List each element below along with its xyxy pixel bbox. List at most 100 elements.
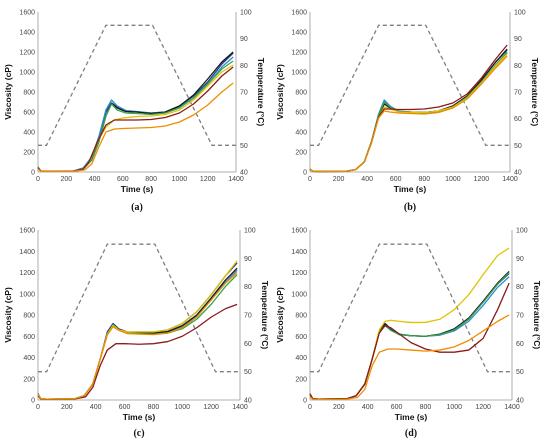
y2-tick-label: 90 xyxy=(240,36,248,43)
x-tick-label: 400 xyxy=(90,404,102,411)
x-tick-label: 1000 xyxy=(172,176,188,183)
y2-tick-label: 50 xyxy=(244,369,252,376)
viscosity-series-line-3 xyxy=(309,48,508,173)
y2-tick-label: 100 xyxy=(516,228,528,235)
x-tick-label: 0 xyxy=(36,176,40,183)
x-tick-label: 800 xyxy=(148,404,160,411)
y2-tick-label: 70 xyxy=(240,90,248,97)
y-tick-label: 1400 xyxy=(291,30,307,37)
y-tick-label: 200 xyxy=(295,150,307,157)
chart-panel-1: 0200400600800100012001400160040506070809… xyxy=(3,10,266,214)
y-tick-label: 800 xyxy=(23,313,35,320)
viscosity-series-line-5 xyxy=(37,64,234,173)
y-tick-label: 1200 xyxy=(19,270,35,277)
x-tick-label: 1200 xyxy=(475,404,491,411)
chart-panel-2: 0200400600800100012001400160040506070809… xyxy=(275,10,540,214)
y-tick-label: 400 xyxy=(295,355,307,362)
x-tick-label: 1200 xyxy=(200,176,216,183)
x-tick-label: 1400 xyxy=(502,176,518,183)
x-tick-label: 200 xyxy=(333,176,345,183)
y-tick-label: 1400 xyxy=(291,249,307,256)
y2-tick-label: 50 xyxy=(240,143,248,150)
panel-label: (d) xyxy=(405,428,417,439)
y2-tick-label: 60 xyxy=(244,341,252,348)
temperature-profile-line xyxy=(38,243,240,373)
x-tick-label: 600 xyxy=(117,176,129,183)
y2-tick-label: 80 xyxy=(240,63,248,70)
x-tick-label: 1000 xyxy=(446,404,462,411)
y-tick-label: 800 xyxy=(23,90,35,97)
x-axis-label: Time (s) xyxy=(395,412,428,422)
x-tick-label: 200 xyxy=(61,404,73,411)
y-tick-label: 400 xyxy=(23,355,35,362)
x-tick-label: 1000 xyxy=(174,404,190,411)
viscosity-series-line-3 xyxy=(37,51,234,173)
x-axis-label: Time (s) xyxy=(123,412,156,422)
y-tick-label: 600 xyxy=(23,110,35,117)
chart-panel-3: 0200400600800100012001400160040506070809… xyxy=(3,228,270,440)
x-tick-label: 400 xyxy=(361,176,373,183)
viscosity-series-line-1 xyxy=(37,262,238,400)
y2-tick-label: 50 xyxy=(514,143,522,150)
y2-axis-label: Temperature (°C) xyxy=(256,58,266,127)
viscosity-series-line-6 xyxy=(309,44,508,173)
y2-tick-label: 70 xyxy=(244,313,252,320)
x-tick-label: 600 xyxy=(390,176,402,183)
y-tick-label: 1200 xyxy=(19,50,35,57)
y-tick-label: 200 xyxy=(23,376,35,383)
y-tick-label: 1200 xyxy=(291,50,307,57)
y2-tick-label: 100 xyxy=(240,10,252,17)
y-tick-label: 1000 xyxy=(19,291,35,298)
y-tick-label: 800 xyxy=(295,313,307,320)
y2-tick-label: 90 xyxy=(244,256,252,263)
y-tick-label: 1000 xyxy=(291,70,307,77)
chart-panel-4: 0200400600800100012001400160040506070809… xyxy=(275,228,542,440)
viscosity-series-line-2 xyxy=(309,276,510,400)
y-tick-label: 400 xyxy=(295,130,307,137)
y-tick-label: 600 xyxy=(23,334,35,341)
panel-label: (b) xyxy=(404,202,416,213)
y-tick-label: 1000 xyxy=(291,291,307,298)
y-tick-label: 400 xyxy=(23,130,35,137)
y2-tick-label: 40 xyxy=(244,398,252,405)
y2-tick-label: 80 xyxy=(244,284,252,291)
y2-tick-label: 80 xyxy=(514,63,522,70)
viscosity-series-line-5 xyxy=(309,247,510,400)
temperature-profile-line xyxy=(310,243,512,373)
y2-tick-label: 40 xyxy=(516,398,524,405)
x-tick-label: 600 xyxy=(119,404,131,411)
y-tick-label: 0 xyxy=(31,398,35,405)
x-tick-label: 200 xyxy=(60,176,72,183)
y-tick-label: 200 xyxy=(295,376,307,383)
temperature-profile-line xyxy=(38,24,236,146)
viscosity-series-line-6 xyxy=(309,282,510,400)
x-tick-label: 1000 xyxy=(445,176,461,183)
y-axis-label: Viscosity (cP) xyxy=(3,64,13,120)
viscosity-series-line-6 xyxy=(37,303,238,401)
x-tick-label: 0 xyxy=(308,176,312,183)
panel-label: (c) xyxy=(133,428,144,439)
x-tick-label: 800 xyxy=(420,404,432,411)
y-tick-label: 1600 xyxy=(19,10,35,17)
y-tick-label: 200 xyxy=(23,150,35,157)
y2-tick-label: 100 xyxy=(514,10,526,17)
y2-tick-label: 70 xyxy=(514,90,522,97)
viscosity-series-line-2 xyxy=(37,269,238,400)
x-tick-label: 0 xyxy=(36,404,40,411)
y-tick-label: 1000 xyxy=(19,70,35,77)
y-tick-label: 1200 xyxy=(291,270,307,277)
y2-axis-label: Temperature (°C) xyxy=(530,58,540,127)
y2-tick-label: 70 xyxy=(516,313,524,320)
x-tick-label: 400 xyxy=(89,176,101,183)
viscosity-series-line-2 xyxy=(37,56,234,172)
x-tick-label: 1400 xyxy=(504,404,520,411)
y-tick-label: 0 xyxy=(31,170,35,177)
y-axis-label: Viscosity (cP) xyxy=(3,287,13,343)
x-tick-label: 800 xyxy=(145,176,157,183)
temperature-profile-line xyxy=(310,24,510,146)
y-tick-label: 600 xyxy=(295,110,307,117)
viscosity-series-line-5 xyxy=(37,260,238,400)
y-tick-label: 1400 xyxy=(19,30,35,37)
y2-tick-label: 40 xyxy=(240,170,248,177)
